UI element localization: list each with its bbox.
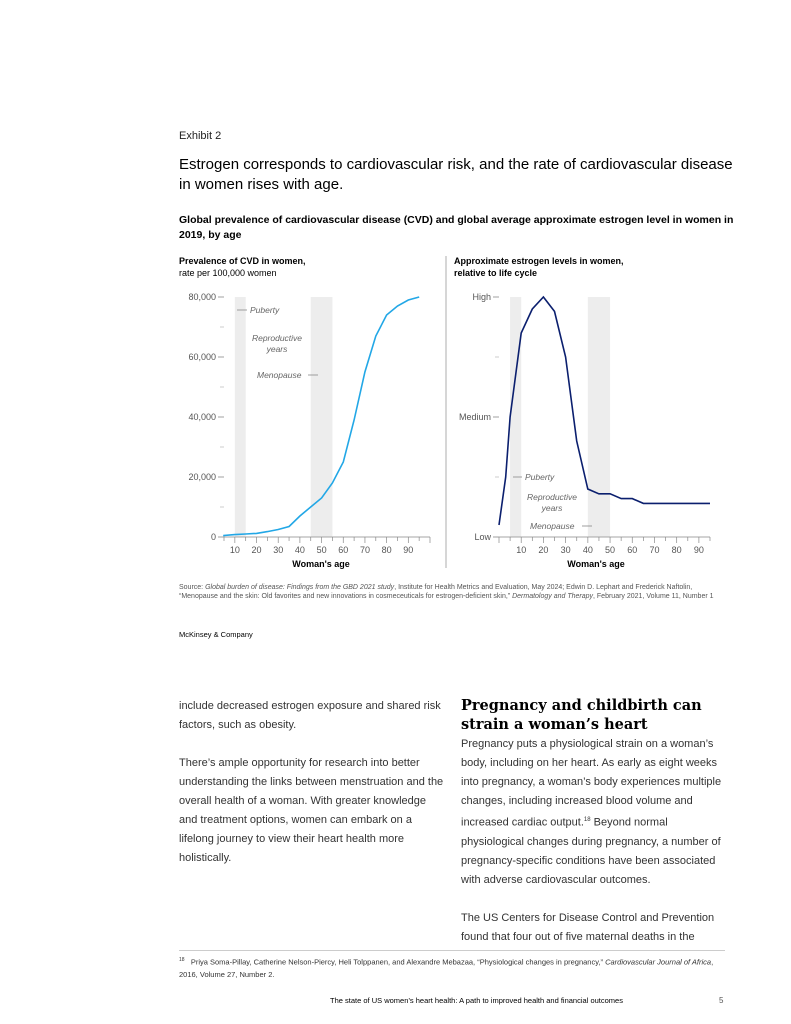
x-tick-label: 70 [649, 545, 659, 555]
left-chart-title: Prevalence of CVD in women, [179, 256, 306, 266]
puberty-band [234, 297, 246, 537]
source-note: Source: Global burden of disease: Findin… [179, 584, 714, 600]
left-puberty-label: Puberty [250, 305, 280, 315]
right-paragraph-2: The US Centers for Disease Control and P… [461, 911, 715, 943]
menopause-band [587, 297, 611, 537]
running-footer: The state of US women’s heart health: A … [330, 996, 623, 1005]
right-text-column: Pregnancy puts a physiological strain on… [461, 735, 725, 947]
x-tick-label: 90 [403, 545, 413, 555]
x-tick-label: 30 [273, 545, 283, 555]
estrogen-level-line [498, 295, 710, 526]
left-paragraph-1: include decreased estrogen exposure and … [179, 700, 441, 731]
right-x-axis-label: Woman's age [567, 559, 625, 569]
footnote-number: 18 [179, 957, 185, 963]
cvd-prevalence-chart: 0 20,000 40,000 60,000 80,000 10 20 30 40 50 60 70… [188, 292, 431, 569]
cvd-prevalence-line [223, 296, 420, 537]
right-paragraph-1: Pregnancy puts a physiological strain on… [461, 738, 722, 886]
exhibit-subtitle: Global prevalence of cardiovascular dise… [179, 214, 734, 241]
footnote-ref: 18 [583, 817, 591, 823]
x-tick-label: 40 [583, 545, 593, 555]
x-tick-label: 10 [230, 545, 240, 555]
x-tick-label: 60 [627, 545, 637, 555]
left-x-axis-label: Woman's age [292, 559, 350, 569]
right-reproductive-label-2: years [541, 503, 564, 513]
section-heading: Pregnancy and childbirth can strain a wo… [461, 697, 702, 733]
left-paragraph-2: There’s ample opportunity for research i… [179, 757, 444, 864]
brand-label: McKinsey & Company [179, 630, 253, 639]
x-tick-label: 40 [295, 545, 305, 555]
right-menopause-label: Menopause [530, 521, 575, 531]
x-tick-label: 10 [516, 545, 526, 555]
left-y-axis: 0 20,000 40,000 60,000 80,000 [188, 292, 224, 542]
left-reproductive-label-2: years [266, 344, 289, 354]
y-tick-label: 0 [211, 532, 216, 542]
left-chart-subtitle: rate per 100,000 women [179, 268, 277, 278]
footnote: 18 Priya Soma-Pillay, Catherine Nelson-P… [179, 957, 714, 979]
x-tick-label: 70 [360, 545, 370, 555]
menopause-band [310, 297, 333, 537]
y-tick-label: Low [474, 532, 491, 542]
x-tick-label: 20 [252, 545, 262, 555]
x-tick-label: 80 [382, 545, 392, 555]
x-tick-label: 20 [538, 545, 548, 555]
left-text-column: include decreased estrogen exposure and … [179, 697, 444, 868]
left-reproductive-label-1: Reproductive [252, 333, 302, 343]
right-y-axis: Low Medium High [459, 292, 499, 542]
x-tick-label: 60 [338, 545, 348, 555]
right-reproductive-label-1: Reproductive [527, 492, 577, 502]
estrogen-level-chart: Low Medium High 10 20 30 40 50 60 70 80 90 Woman's… [459, 292, 711, 569]
y-tick-label: 40,000 [188, 412, 216, 422]
left-x-axis: 10 20 30 40 50 60 70 80 90 [223, 536, 431, 555]
x-tick-label: 50 [317, 545, 327, 555]
x-tick-label: 50 [605, 545, 615, 555]
y-tick-label: High [472, 292, 491, 302]
footnote-divider [179, 950, 725, 951]
right-chart-heading: Approximate estrogen levels in women, re… [454, 255, 624, 279]
exhibit-title: Estrogen corresponds to cardiovascular r… [179, 156, 733, 193]
y-tick-label: 60,000 [188, 352, 216, 362]
x-tick-label: 90 [694, 545, 704, 555]
right-puberty-label: Puberty [525, 472, 555, 482]
y-tick-label: Medium [459, 412, 491, 422]
right-chart-title: Approximate estrogen levels in women, [454, 256, 624, 266]
right-x-axis: 10 20 30 40 50 60 70 80 90 [498, 536, 711, 555]
exhibit-label: Exhibit 2 [179, 130, 222, 142]
right-chart-subtitle: relative to life cycle [454, 268, 538, 278]
left-chart-heading: Prevalence of CVD in women, rate per 100… [179, 255, 306, 279]
left-menopause-label: Menopause [257, 370, 302, 380]
y-tick-label: 80,000 [188, 292, 216, 302]
x-tick-label: 80 [672, 545, 682, 555]
page-number: 5 [719, 996, 724, 1005]
y-tick-label: 20,000 [188, 472, 216, 482]
puberty-band [510, 297, 522, 537]
x-tick-label: 30 [561, 545, 571, 555]
